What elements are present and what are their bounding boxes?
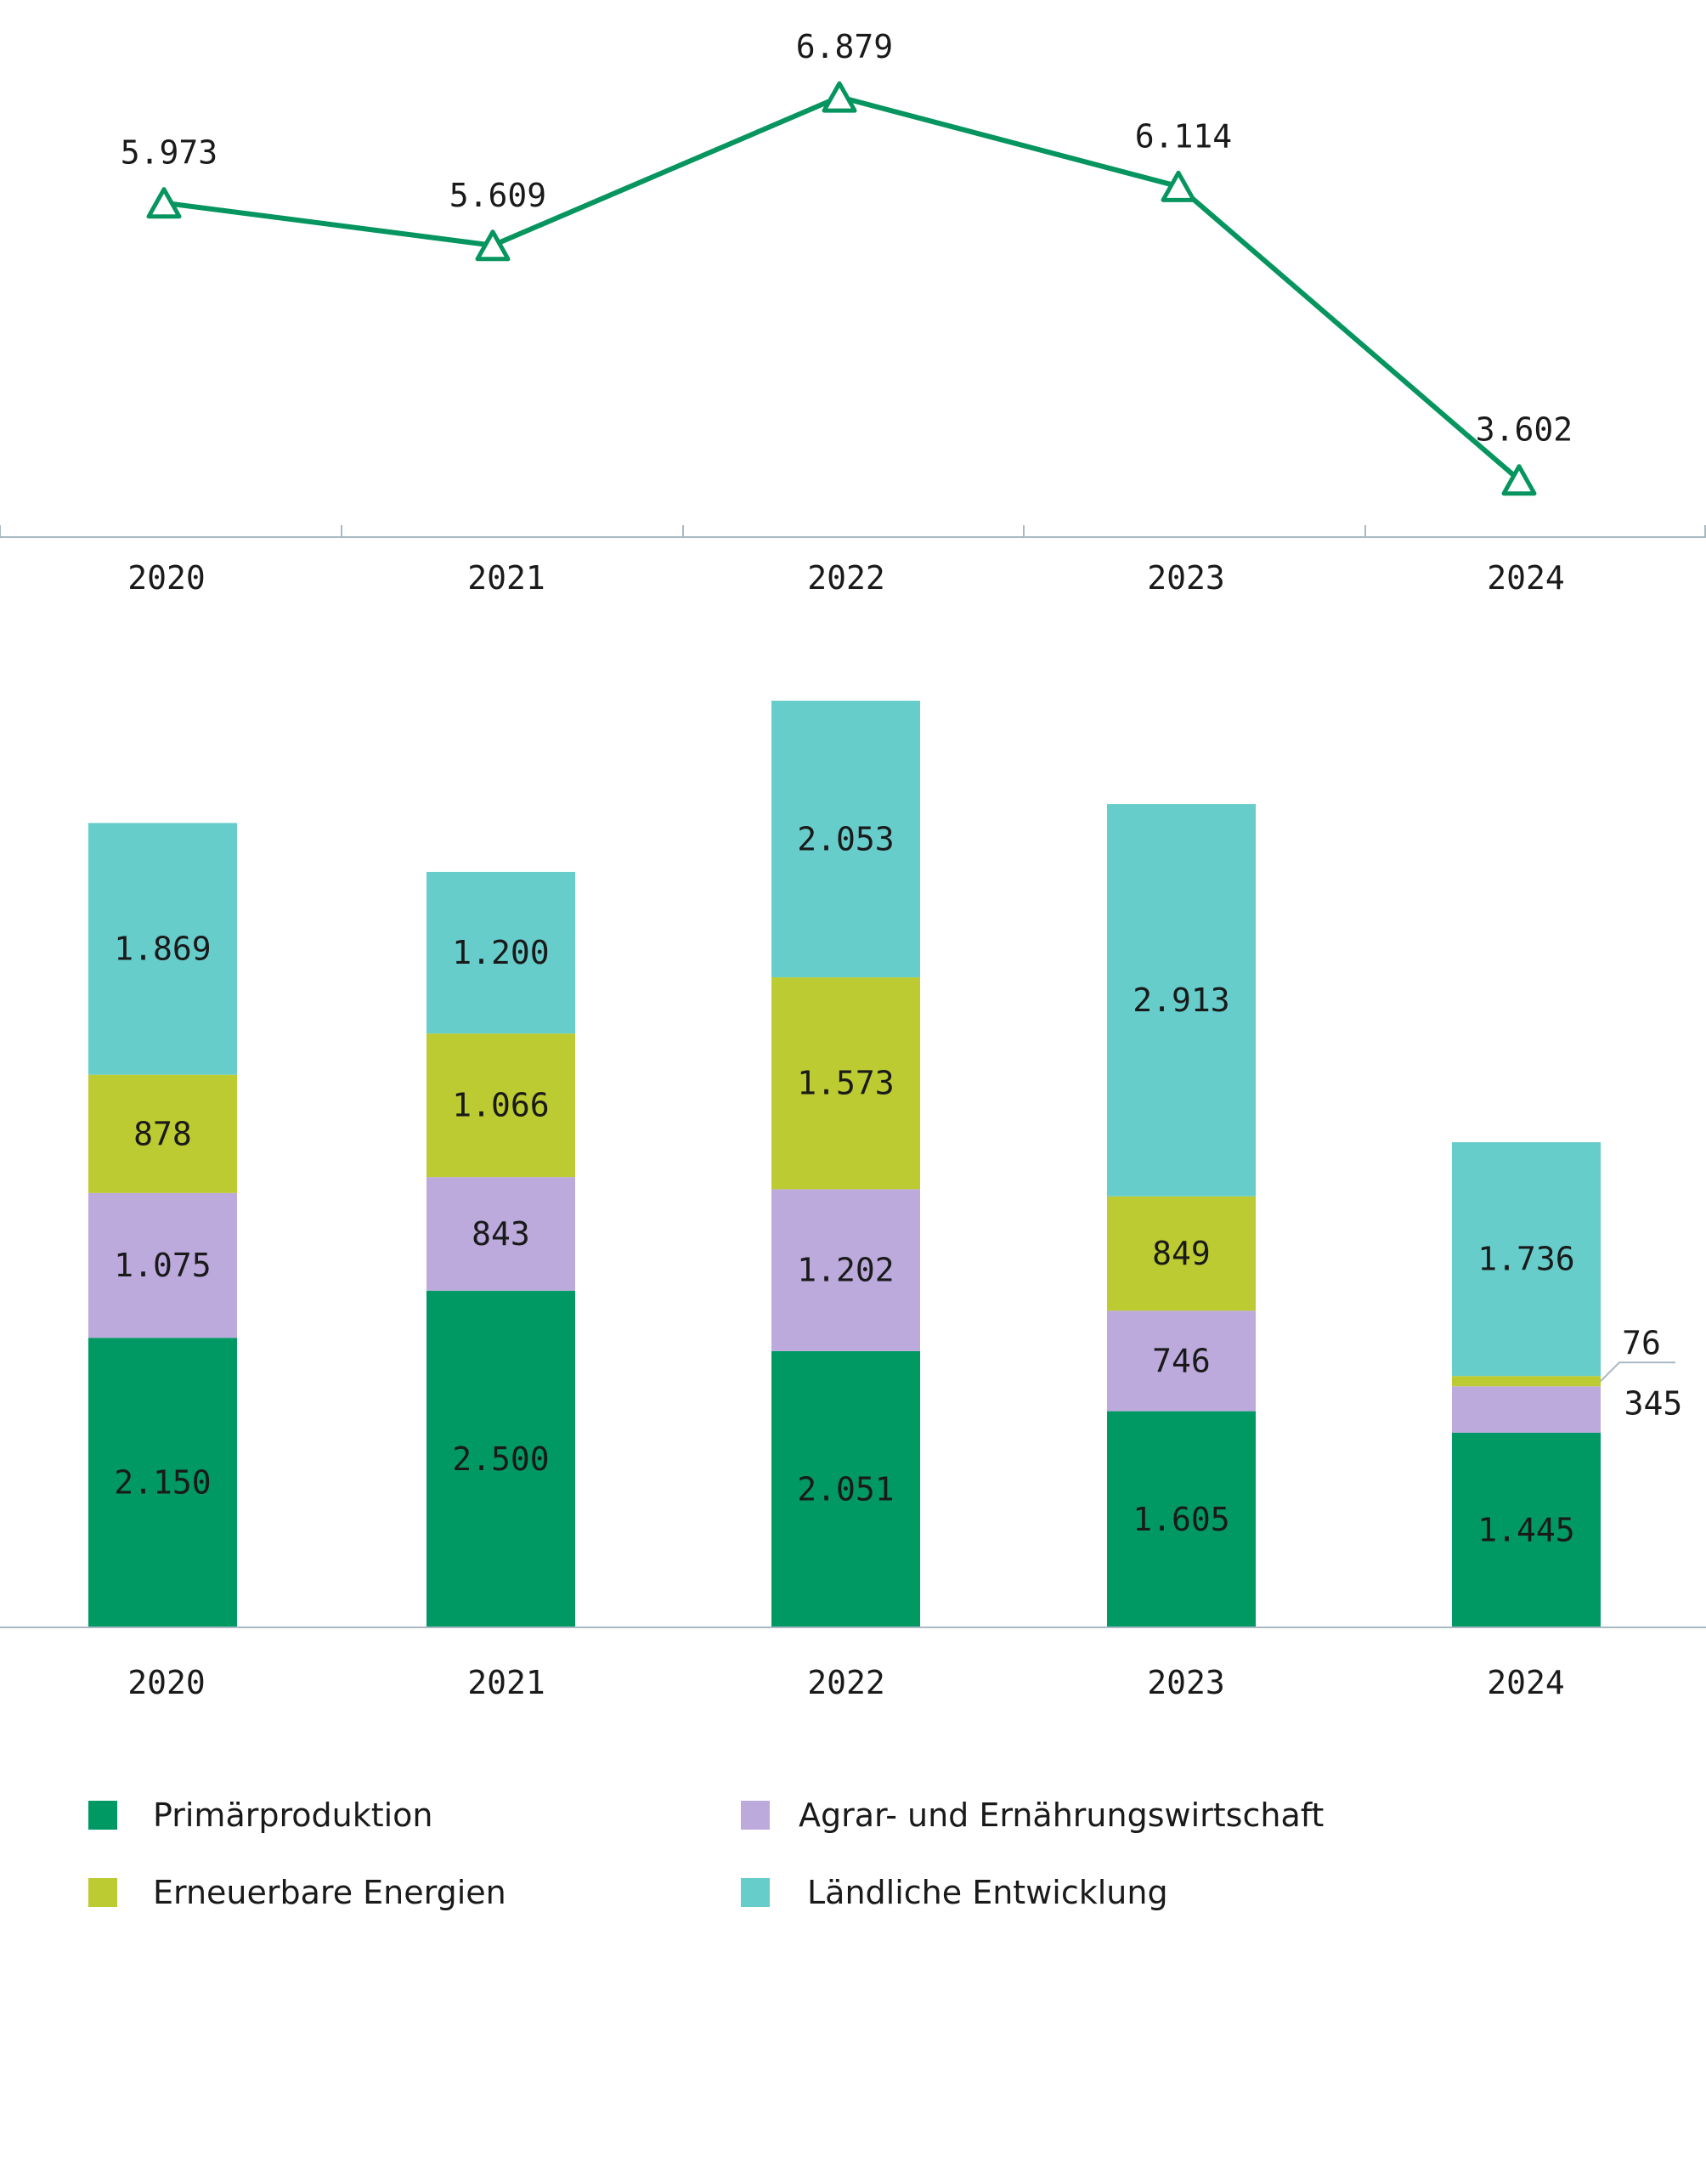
legend-item-agrar: Agrar- und Ernährungswirtschaft (741, 1796, 1324, 1834)
legend-swatch-laendliche (741, 1878, 770, 1907)
bar-prim-rproduktion-2024 (1452, 1432, 1601, 1627)
line-point-2020 (146, 187, 182, 219)
line-x-tick-labels: 2020 2021 2022 2023 2024 (127, 559, 1565, 597)
line-point-2022 (822, 81, 857, 113)
bar-erneuerbare-energien-2021 (426, 1033, 575, 1178)
bar-erneuerbare-energien-2023 (1107, 1196, 1256, 1311)
legend-swatch-agrar (741, 1801, 770, 1830)
bar-prim-rproduktion-2022 (771, 1350, 920, 1627)
bar-label-l-ndliche-entwicklung-2024: 1.736 (1477, 1241, 1574, 1278)
line-value-label-2021: 5.609 (449, 177, 546, 214)
bar-erneuerbare-energien-2022 (771, 977, 920, 1190)
bar-label-erneuerbare-energien-2023: 849 (1152, 1235, 1211, 1272)
line-series (146, 81, 1537, 496)
legend-item-primaerproduktion: Primärproduktion (88, 1796, 433, 1834)
legend-item-laendliche: Ländliche Entwicklung (741, 1874, 1168, 1911)
bar-l-ndliche-entwicklung-2023 (1107, 804, 1256, 1197)
bar-callout-leader-erneuerbare-2024 (1600, 1361, 1675, 1382)
bar-l-ndliche-entwicklung-2021 (426, 871, 575, 1034)
bar-label-agrar-und-ern-hrungswirtschaft-2022: 1.202 (797, 1252, 894, 1289)
bar-label-agrar-und-ernaehrungswirtschaft-2024: 345 (1624, 1385, 1683, 1423)
line-point-2021 (475, 229, 511, 262)
bar-label-erneuerbare-energien-2020: 878 (133, 1115, 192, 1152)
bar-x-tick-labels: 2020 2021 2022 2023 2024 (127, 1664, 1565, 1701)
bar-label-l-ndliche-entwicklung-2023: 2.913 (1133, 982, 1229, 1019)
line-value-label-2023: 6.114 (1135, 117, 1232, 155)
bar-label-agrar-und-ern-hrungswirtschaft-2021: 843 (472, 1215, 530, 1253)
bar-segments (88, 700, 1601, 1627)
line-x-tick-2020: 2020 (127, 559, 206, 597)
bar-erneuerbare-energien-2020 (88, 1074, 237, 1193)
bar-agrar-und-ern-hrungswirtschaft-2020 (88, 1192, 237, 1338)
legend-item-erneuerbare: Erneuerbare Energien (88, 1874, 506, 1911)
bar-prim-rproduktion-2021 (426, 1290, 575, 1627)
bar-erneuerbare-energien-2024 (1452, 1376, 1601, 1387)
bar-agrar-und-ern-hrungswirtschaft-2024 (1452, 1386, 1601, 1433)
bar-l-ndliche-entwicklung-2022 (771, 700, 920, 978)
bar-l-ndliche-entwicklung-2024 (1452, 1142, 1601, 1377)
bar-label-erneuerbare-energien-2022: 1.573 (797, 1065, 894, 1102)
line-value-label-2020: 5.973 (121, 134, 217, 172)
bar-agrar-und-ern-hrungswirtschaft-2022 (771, 1189, 920, 1351)
line-x-tick-2021: 2021 (467, 559, 545, 597)
bar-label-prim-rproduktion-2024: 1.445 (1477, 1511, 1574, 1548)
bar-x-tick-2021: 2021 (467, 1664, 545, 1701)
line-value-label-2024: 3.602 (1476, 411, 1573, 449)
line-point-2023 (1161, 170, 1196, 202)
bar-label-prim-rproduktion-2022: 2.051 (797, 1470, 894, 1508)
line-x-tick-2023: 2023 (1147, 559, 1225, 597)
bar-x-tick-2023: 2023 (1147, 1664, 1225, 1701)
bar-prim-rproduktion-2023 (1107, 1411, 1256, 1627)
bar-label-erneuerbare-energien-2021: 1.066 (452, 1087, 549, 1124)
bar-prim-rproduktion-2020 (88, 1338, 237, 1627)
bar-label-prim-rproduktion-2021: 2.500 (452, 1440, 549, 1478)
bar-label-prim-rproduktion-2023: 1.605 (1133, 1501, 1229, 1538)
line-series-path (161, 94, 1522, 483)
legend-swatch-erneuerbare (88, 1878, 117, 1907)
line-x-tick-2022: 2022 (807, 559, 885, 597)
line-x-tick-2024: 2024 (1487, 559, 1565, 597)
bar-label-agrar-und-ern-hrungswirtschaft-2020: 1.075 (114, 1247, 211, 1284)
line-value-label-2022: 6.879 (796, 28, 893, 65)
bar-l-ndliche-entwicklung-2020 (88, 823, 237, 1075)
line-chart-x-axis (0, 525, 1706, 538)
bar-label-agrar-und-ern-hrungswirtschaft-2023: 746 (1152, 1342, 1211, 1379)
bar-label-l-ndliche-entwicklung-2022: 2.053 (797, 820, 894, 857)
bar-label-l-ndliche-entwicklung-2020: 1.869 (114, 931, 211, 968)
bar-label-l-ndliche-entwicklung-2021: 1.200 (452, 934, 549, 971)
bar-x-tick-2022: 2022 (807, 1664, 885, 1701)
bar-agrar-und-ern-hrungswirtschaft-2023 (1107, 1310, 1256, 1412)
legend-label-agrar: Agrar- und Ernährungswirtschaft (799, 1796, 1325, 1834)
bar-label-prim-rproduktion-2020: 2.150 (114, 1464, 211, 1502)
line-value-labels: 5.973 5.609 6.879 6.114 3.602 (121, 28, 1573, 449)
legend-label-laendliche: Ländliche Entwicklung (807, 1874, 1168, 1911)
bar-agrar-und-ern-hrungswirtschaft-2021 (426, 1177, 575, 1291)
legend-label-primaerproduktion: Primärproduktion (153, 1796, 433, 1834)
bar-chart: 2.150 1.075 878 1.869 2.500 843 1.066 1.200 2.05… (0, 700, 1706, 1701)
bar-x-tick-2024: 2024 (1487, 1664, 1565, 1701)
bar-value-labels: 2.150 1.075 878 1.869 2.500 843 1.066 1.200 2.05… (114, 820, 1682, 1548)
bar-x-tick-2020: 2020 (127, 1664, 206, 1701)
bar-label-erneuerbare-energien-2024: 76 (1622, 1324, 1661, 1361)
line-point-2024 (1501, 464, 1537, 496)
legend-label-erneuerbare: Erneuerbare Energien (153, 1874, 506, 1911)
legend-swatch-primaerproduktion (88, 1801, 117, 1830)
